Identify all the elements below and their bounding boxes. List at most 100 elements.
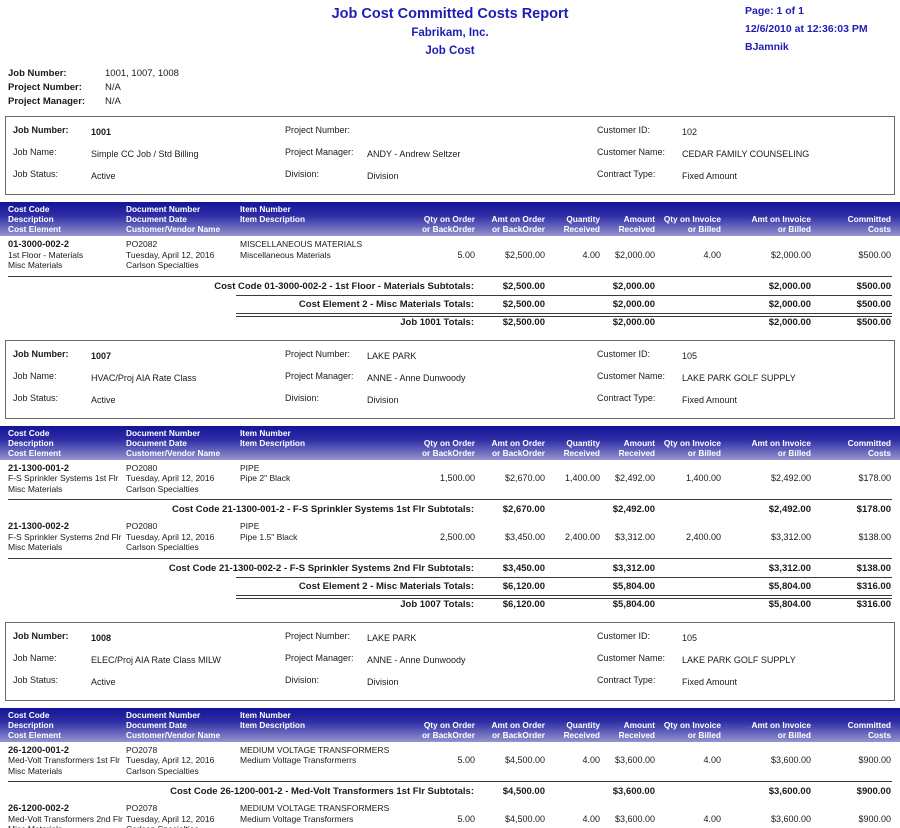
job-info-field: Project Manager: ANDY - Andrew Seltzer	[285, 147, 597, 160]
field-label: Contract Type:	[597, 392, 656, 403]
job-section: Job Number: 1008 Project Number: LAKE PARK C…	[0, 621, 900, 828]
field-label: Division:	[285, 674, 320, 685]
value-cell-amt-on-order: $4,500.00	[476, 803, 546, 828]
job-info-field: Job Status: Active	[13, 169, 285, 182]
cost-code: 26-1200-002-2	[8, 803, 69, 813]
value-amt-received: $3,600.00	[614, 813, 655, 824]
item-cell: MEDIUM VOLTAGE TRANSFORMERS Medium Voltag…	[240, 803, 408, 828]
filter-label: Project Number:	[8, 82, 82, 93]
cost-code: 26-1200-001-2	[8, 744, 69, 755]
field-value: 105	[682, 350, 698, 361]
document-cell: PO2080 Tuesday, April 12, 2016 Carlson Spe…	[126, 521, 240, 553]
vendor-name: Carlson Specialties	[126, 260, 199, 270]
value-cell-amt-on-invoice: $2,000.00	[722, 239, 812, 271]
column-header: Amt on Invoice or Billed	[722, 204, 812, 234]
field-value: CEDAR FAMILY COUNSELING	[682, 149, 810, 159]
totals-label: Cost Code 26-1200-001-2 - Med-Volt Trans…	[170, 786, 474, 797]
column-header-line: Amt on Invoice	[751, 437, 811, 448]
field-value: 1008	[91, 632, 112, 643]
totals-amt-received: $5,804.00	[612, 580, 655, 592]
column-header: Document Number Document Date Customer/Ven…	[126, 428, 240, 458]
cost-code-cell: 26-1200-001-2 Med-Volt Transformers 1st F…	[8, 745, 126, 777]
column-header: Cost Code Description Cost Element	[8, 204, 126, 234]
column-header-line: Document Date	[126, 719, 187, 730]
value-qty-received: 2,400.00	[564, 531, 600, 542]
cost-code-cell: 21-1300-002-2 F-S Sprinkler Systems 2nd F…	[8, 521, 126, 553]
job-info-field: Customer ID: 105	[597, 631, 894, 644]
field-value: LAKE PARK GOLF SUPPLY	[682, 654, 796, 665]
value-amt-received: $2,492.00	[614, 473, 655, 483]
column-header-line: Received	[563, 224, 600, 234]
field-label: Job Number:	[13, 348, 69, 359]
field-label: Job Number:	[13, 125, 69, 135]
column-header-line: Item Description	[240, 719, 306, 730]
totals-committed-costs: $138.00	[856, 562, 891, 574]
column-header-line: Received	[618, 447, 655, 458]
column-header-line: or BackOrder	[491, 224, 545, 234]
value-cell-amt-on-invoice: $3,600.00	[722, 803, 812, 828]
job-info-field: Contract Type: Fixed Amount	[597, 675, 894, 688]
cost-code-description: F-S Sprinkler Systems 1st Flr	[8, 473, 119, 483]
field-value: Fixed Amount	[682, 394, 738, 405]
column-header: Item Number Item Description	[240, 710, 408, 740]
field-label: Project Number:	[285, 630, 351, 641]
job-info-box: Job Number: 1007 Project Number: LAKE PARK C…	[5, 339, 895, 419]
job-info-field: Division: Division	[285, 169, 597, 182]
field-label: Customer Name:	[597, 370, 666, 381]
vendor-name: Carlson Specialties	[126, 765, 199, 776]
value-cell-amt-on-invoice: $3,312.00	[722, 521, 812, 553]
column-header-line: Qty on Invoice	[663, 214, 721, 224]
column-header: Amount Received	[601, 204, 656, 234]
column-header-line: or Billed	[777, 729, 811, 740]
field-value: Simple CC Job / Std Billing	[91, 149, 199, 159]
report-datetime: 12/6/2010 at 12:36:03 PM	[745, 23, 868, 35]
field-label: Project Manager:	[285, 370, 354, 381]
job-info-row: Job Name: Simple CC Job / Std Billing Proj…	[13, 147, 894, 160]
job-info-field: Customer ID: 102	[597, 125, 894, 138]
column-header-line: Customer/Vendor Name	[126, 224, 221, 234]
data-row: 01-3000-002-2 1st Floor - Materials Misc M…	[8, 236, 892, 275]
item-cell: PIPE Pipe 1.5" Black	[240, 521, 408, 553]
field-value: ANNE - Anne Dunwoody	[367, 654, 466, 665]
item-number: MISCELLANEOUS MATERIALS	[240, 239, 363, 249]
column-header-line: Costs	[867, 224, 891, 234]
cost-code-description: F-S Sprinkler Systems 2nd Flr	[8, 531, 122, 542]
value-amt-on-order: $4,500.00	[504, 813, 545, 824]
value-committed-costs: $138.00	[858, 531, 891, 542]
field-value: Active	[91, 171, 116, 181]
value-cell-amt-received: $3,312.00	[601, 521, 656, 553]
document-date: Tuesday, April 12, 2016	[126, 755, 215, 765]
value-cell-amt-received: $2,492.00	[601, 463, 656, 495]
totals-amt-received: $3,600.00	[612, 786, 655, 797]
column-header-line: Amount	[623, 437, 655, 448]
value-qty-received: 4.00	[582, 755, 600, 765]
totals-amt-on-order: $6,120.00	[502, 598, 545, 610]
value-cell-amt-on-order: $4,500.00	[476, 745, 546, 777]
job-info-field: Customer ID: 105	[597, 349, 894, 362]
totals-amt-on-order: $2,500.00	[502, 280, 545, 292]
column-header-line: Cost Element	[8, 729, 62, 740]
field-label: Customer ID:	[597, 348, 651, 359]
totals-amt-on-invoice: $2,000.00	[768, 280, 811, 292]
document-cell: PO2082 Tuesday, April 12, 2016 Carlson Spe…	[126, 239, 240, 271]
totals-committed-costs: $500.00	[856, 298, 891, 310]
value-cell-qty-received: 2,400.00	[546, 521, 601, 553]
item-description: Pipe 1.5" Black	[240, 531, 298, 542]
value-qty-received: 4.00	[582, 813, 600, 824]
table-header-row: Cost Code Description Cost Element Document…	[8, 204, 892, 234]
column-header-line: Customer/Vendor Name	[126, 447, 221, 458]
totals-row-subtotal: Cost Code 01-3000-002-2 - 1st Floor - Ma…	[8, 275, 892, 295]
column-header: Quantity Received	[546, 710, 601, 740]
column-header-line: Qty on Order	[423, 437, 475, 448]
field-label: Customer Name:	[597, 147, 666, 157]
field-label: Project Manager:	[285, 147, 354, 157]
filter-row-project-manager: Project Manager: N/A	[8, 96, 900, 107]
table-header-band: Cost Code Description Cost Element Document…	[0, 202, 900, 236]
column-header: Committed Costs	[812, 428, 892, 458]
value-qty-on-order: 1,500.00	[439, 473, 475, 483]
column-header-line: Document Date	[126, 437, 187, 448]
column-header-line: Description	[8, 214, 54, 224]
column-header-line: Amt on Order	[491, 437, 545, 448]
table-header-band: Cost Code Description Cost Element Document…	[0, 707, 900, 742]
column-header-line: Cost Element	[8, 224, 62, 234]
